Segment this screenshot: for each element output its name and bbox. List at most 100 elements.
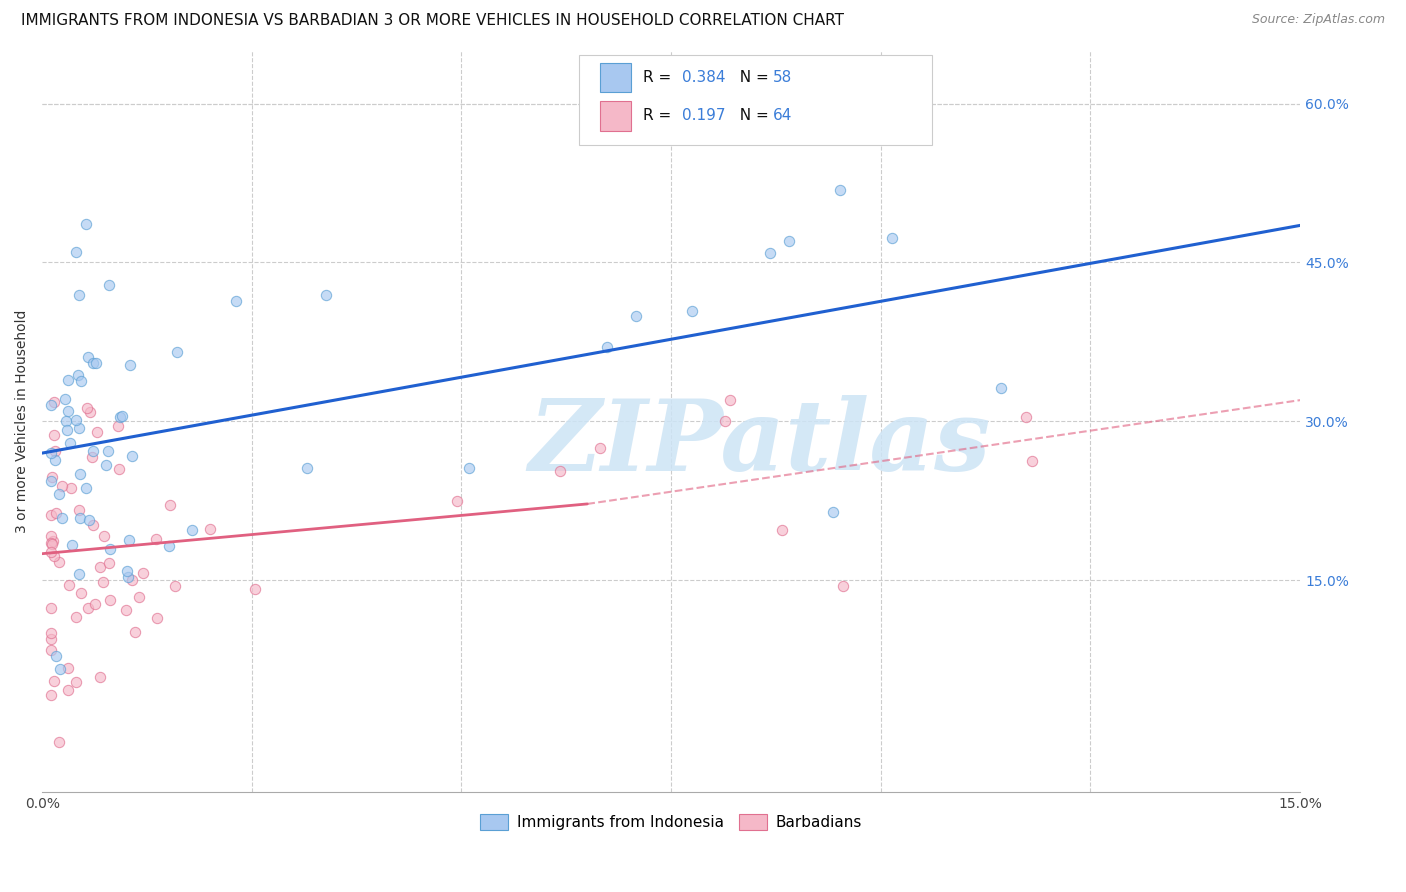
Point bbox=[39, 398, 62, 412]
Point bbox=[51, 511, 73, 525]
Point bbox=[297, 461, 319, 475]
Point bbox=[128, 590, 150, 604]
Point bbox=[69, 467, 91, 482]
Point bbox=[118, 533, 141, 547]
Point bbox=[48, 662, 70, 676]
Point bbox=[98, 542, 121, 557]
Point bbox=[82, 518, 104, 533]
Text: 0.197: 0.197 bbox=[682, 109, 725, 123]
Point bbox=[758, 246, 780, 260]
Point bbox=[77, 513, 100, 527]
Point bbox=[550, 465, 572, 479]
Point bbox=[45, 649, 67, 664]
Point bbox=[166, 344, 188, 359]
Text: N =: N = bbox=[730, 70, 773, 85]
Point bbox=[69, 566, 91, 581]
Point bbox=[89, 560, 111, 574]
Point bbox=[108, 409, 131, 424]
Legend: Immigrants from Indonesia, Barbadians: Immigrants from Indonesia, Barbadians bbox=[474, 808, 869, 836]
Point bbox=[589, 441, 612, 455]
Point bbox=[41, 544, 63, 558]
Point bbox=[69, 510, 91, 524]
Point bbox=[718, 392, 741, 407]
Point bbox=[42, 549, 65, 563]
Point bbox=[51, 479, 73, 493]
Point bbox=[56, 373, 79, 387]
Point bbox=[48, 555, 70, 569]
Point bbox=[39, 632, 62, 646]
Point bbox=[42, 673, 65, 688]
Point bbox=[39, 535, 62, 549]
Point bbox=[56, 660, 79, 674]
Point bbox=[131, 566, 153, 580]
Point bbox=[65, 413, 87, 427]
Point bbox=[45, 506, 67, 520]
Point bbox=[67, 288, 90, 302]
Point bbox=[114, 603, 136, 617]
Text: 58: 58 bbox=[773, 70, 793, 85]
Point bbox=[56, 423, 79, 437]
Point bbox=[48, 487, 70, 501]
Point bbox=[69, 585, 91, 599]
Y-axis label: 3 or more Vehicles in Household: 3 or more Vehicles in Household bbox=[15, 310, 30, 533]
Point bbox=[58, 682, 80, 697]
Point bbox=[770, 523, 793, 537]
Point bbox=[98, 278, 121, 293]
Point bbox=[596, 340, 619, 354]
Point bbox=[39, 643, 62, 657]
Point bbox=[60, 538, 83, 552]
Point bbox=[41, 537, 63, 551]
Point bbox=[121, 573, 143, 587]
Point bbox=[84, 356, 107, 370]
Point bbox=[67, 420, 90, 434]
Point bbox=[159, 499, 181, 513]
Point bbox=[75, 481, 97, 495]
Point bbox=[98, 557, 121, 571]
Point bbox=[39, 529, 62, 543]
Point bbox=[124, 625, 146, 640]
Point bbox=[831, 579, 853, 593]
Point bbox=[821, 506, 844, 520]
Point bbox=[77, 600, 100, 615]
Point bbox=[80, 450, 103, 464]
Point bbox=[79, 404, 101, 418]
Point bbox=[75, 217, 97, 231]
Point bbox=[145, 533, 167, 547]
Point bbox=[146, 611, 169, 625]
Point bbox=[42, 428, 65, 442]
Point bbox=[713, 414, 735, 428]
Point bbox=[457, 461, 479, 475]
Point bbox=[39, 688, 62, 702]
Point bbox=[67, 368, 90, 382]
Point bbox=[1021, 454, 1043, 468]
Point bbox=[165, 579, 187, 593]
Point bbox=[41, 534, 63, 549]
Point bbox=[39, 446, 62, 460]
Point bbox=[58, 577, 80, 591]
Text: N =: N = bbox=[730, 109, 773, 123]
Text: R =: R = bbox=[643, 109, 681, 123]
Point bbox=[446, 493, 468, 508]
Point bbox=[59, 435, 82, 450]
Point bbox=[58, 404, 80, 418]
Point bbox=[89, 670, 111, 684]
Point bbox=[681, 304, 703, 318]
Point bbox=[98, 592, 121, 607]
Point bbox=[82, 443, 104, 458]
Point bbox=[76, 350, 98, 364]
Text: Source: ZipAtlas.com: Source: ZipAtlas.com bbox=[1251, 13, 1385, 27]
Point bbox=[880, 230, 903, 244]
Point bbox=[86, 425, 108, 440]
Point bbox=[53, 392, 76, 407]
Point bbox=[91, 574, 114, 589]
Point bbox=[44, 444, 66, 458]
Point bbox=[225, 294, 247, 309]
Point bbox=[97, 444, 120, 458]
Point bbox=[44, 452, 66, 467]
Point bbox=[111, 409, 134, 423]
Point bbox=[41, 508, 63, 522]
Point bbox=[315, 288, 337, 302]
Point bbox=[59, 481, 82, 495]
Point bbox=[117, 570, 139, 584]
Point bbox=[84, 598, 107, 612]
